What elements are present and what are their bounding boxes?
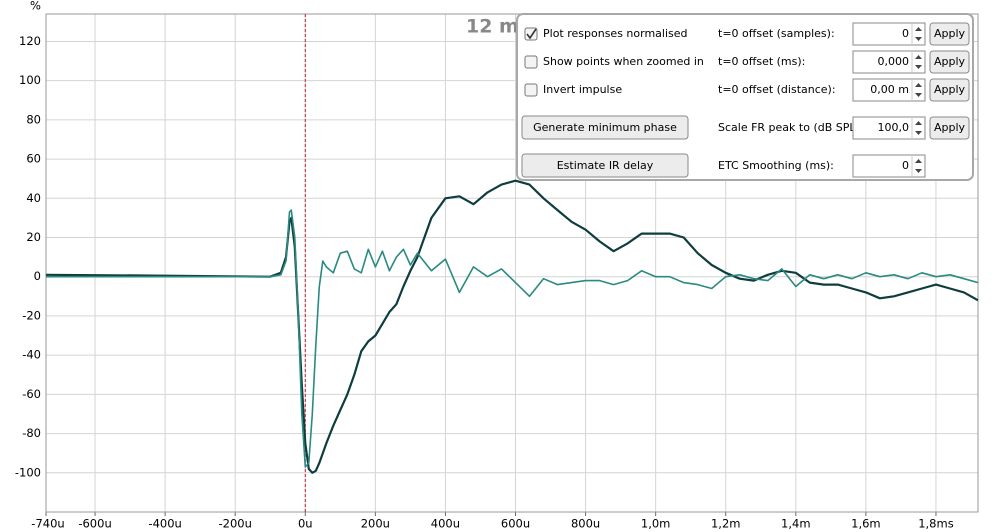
apply-button[interactable] [929,78,970,102]
apply-label: Apply [934,121,966,134]
y-tick-label: 20 [26,230,41,244]
x-tick-label: -740u [31,517,64,531]
button-label: Estimate IR delay [557,159,654,172]
input-value: 0,000 [878,55,910,68]
checkbox-tick [526,28,537,40]
x-tick-label: 1,4m [781,517,811,531]
series-line [46,209,979,468]
x-tick-label: 1,8ms [918,517,953,531]
input-box[interactable] [852,154,926,178]
y-tick-label: 120 [19,34,41,48]
input-value: 0,00 m [870,83,909,96]
input-box[interactable] [852,78,926,102]
checkbox[interactable] [524,55,538,69]
input-value: 0 [902,27,909,40]
field-label: t=0 offset (ms): [718,55,805,68]
button[interactable] [521,115,689,140]
x-tick-label: 800u [571,517,600,531]
x-tick-label: -400u [148,517,181,531]
spinner-down[interactable] [915,131,922,135]
y-tick-label: 60 [26,152,41,166]
series-line [45,179,979,474]
spinner-down[interactable] [915,169,922,173]
y-tick-label: -80 [22,426,41,440]
field-label: t=0 offset (distance): [718,83,836,96]
apply-label: Apply [934,27,966,40]
y-tick-label: 100 [19,73,41,87]
apply-label: Apply [934,83,966,96]
spinner-down[interactable] [915,93,922,97]
button-label: Generate minimum phase [533,121,677,134]
x-tick-label: -600u [78,517,111,531]
input-box[interactable] [852,22,926,46]
spinner-down[interactable] [915,37,922,41]
checkbox-label: Plot responses normalised [543,27,688,40]
spinner-up[interactable] [915,27,922,31]
y-tick-label: 40 [26,191,41,205]
checkbox-label: Show points when zoomed in [543,55,704,68]
checkbox[interactable] [524,83,538,97]
spinner-up[interactable] [915,55,922,59]
y-tick-label: -60 [22,387,41,401]
apply-label: Apply [934,55,966,68]
apply-button[interactable] [929,22,970,46]
x-tick-label: -200u [219,517,252,531]
field-label: Scale FR peak to (dB SPL): [718,121,864,134]
spinner-up[interactable] [915,83,922,87]
plot-frame [45,13,979,513]
y-tick-label: -100 [15,465,41,479]
y-unit: % [30,0,41,13]
spinner-down[interactable] [915,65,922,69]
button[interactable] [521,153,689,178]
spinner-up[interactable] [915,159,922,163]
input-box[interactable] [852,116,926,140]
apply-button[interactable] [929,116,970,140]
x-tick-label: 600u [501,517,530,531]
field-label: t=0 offset (samples): [718,27,835,40]
x-tick-label: 200u [361,517,390,531]
input-value: 100,0 [878,121,910,134]
x-tick-label: 0u [298,517,313,531]
field-label: ETC Smoothing (ms): [718,159,834,172]
x-tick-label: 1,0m [641,517,671,531]
y-tick-label: 80 [26,112,41,126]
y-tick-label: -40 [22,348,41,362]
spinner-up[interactable] [915,121,922,125]
checkbox-label: Invert impulse [543,83,622,96]
x-tick-label: 400u [431,517,460,531]
apply-button[interactable] [929,50,970,74]
input-box[interactable] [852,50,926,74]
input-value: 0 [902,159,909,172]
y-tick-label: -20 [22,308,41,322]
x-tick-label: 1,6m [851,517,881,531]
x-tick-label: 1,2m [711,517,741,531]
y-tick-label: 0 [34,269,41,283]
